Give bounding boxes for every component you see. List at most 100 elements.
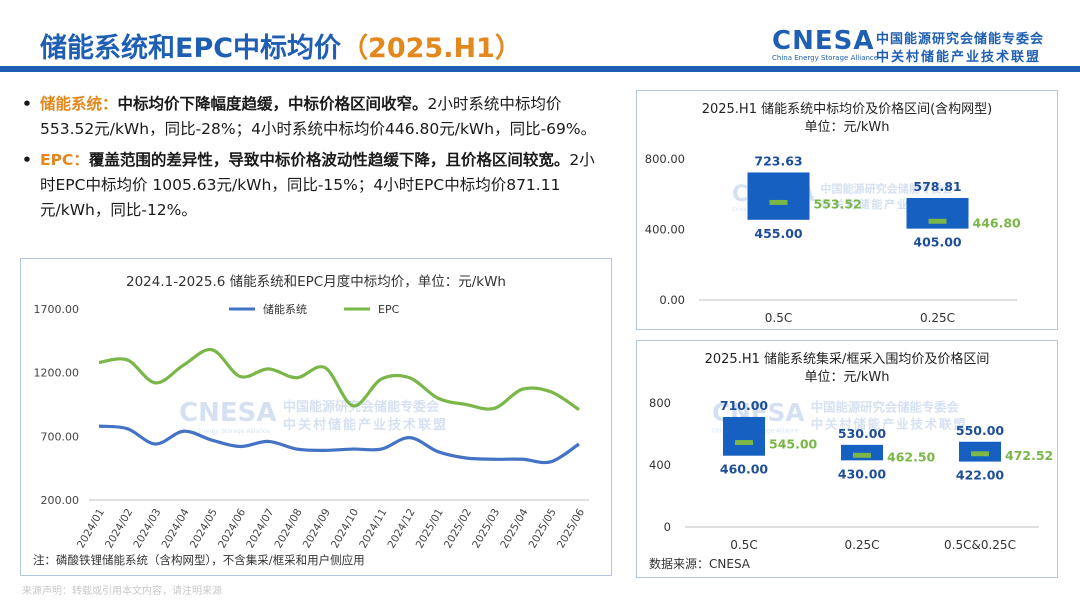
- watermark-chinese-line1: 中国能源研究会储能专委会: [811, 400, 960, 415]
- x-tick-label: 0.25C: [844, 538, 879, 552]
- range-bar-1: [906, 197, 969, 229]
- min-label-1: 405.00: [913, 235, 962, 250]
- x-tick-label: 2025/06: [555, 506, 587, 550]
- chart-subtitle: 单位：元/kWh: [804, 370, 889, 385]
- x-tick-label: 2024/03: [131, 507, 163, 551]
- average-marker-1: [853, 452, 871, 458]
- x-tick-label: 2024/12: [385, 507, 417, 551]
- chart-subtitle: 单位：元/kWh: [804, 120, 889, 135]
- bullet-storage-system: • 储能系统：中标均价下降幅度趋缓，中标价格区间收窄。2小时系统中标均价 553…: [22, 92, 610, 142]
- x-tick-label: 0.25C: [920, 311, 955, 325]
- chart-note: 注：磷酸铁锂储能系统（含构网型），不含集采/框采和用户侧应用: [33, 553, 365, 567]
- x-tick-label: 2024/09: [301, 507, 333, 551]
- bullet-epc: • EPC：覆盖范围的差异性，导致中标价格波动性趋缓下降，且价格区间较宽。2小时…: [22, 148, 610, 223]
- max-label-2: 550.00: [956, 423, 1005, 438]
- x-tick-label: 2024/01: [75, 507, 107, 551]
- max-label-0: 710.00: [720, 398, 769, 413]
- bullet-heading: 储能系统：: [40, 95, 118, 113]
- title-period: （2025.H1）: [341, 33, 522, 64]
- x-tick-label: 0.5C: [730, 538, 757, 552]
- y-tick-label: 1700.00: [34, 303, 80, 316]
- chart-title: 2025.H1 储能系统中标均价及价格区间(含构网型): [702, 101, 993, 117]
- title-main: 储能系统和EPC中标均价: [40, 33, 342, 64]
- legend-label-1: EPC: [378, 303, 400, 316]
- average-marker-0: [735, 440, 753, 446]
- y-tick-label: 800: [649, 396, 671, 410]
- x-tick-label: 2025/02: [442, 507, 474, 551]
- max-label-1: 530.00: [838, 426, 887, 441]
- series-line-0: [98, 424, 580, 465]
- y-tick-label: 400.00: [645, 223, 685, 237]
- x-tick-label: 0.5C&0.25C: [944, 538, 1016, 552]
- x-tick-label: 2024/02: [103, 507, 135, 551]
- series-line-1: [98, 348, 580, 411]
- monthly-price-line-chart: 2024.1-2025.6 储能系统和EPC月度中标均价，单位：元/kWh 储能系…: [33, 274, 589, 567]
- bullet-text: 2小时系统中标均价 553.52元/kWh，同比-28%；4小时系统中标均价44…: [40, 95, 597, 138]
- watermark-chinese-line1: 中国能源研究会储能专委会: [283, 399, 440, 415]
- cnesa-logo: CNESA China Energy Storage Alliance 中国能源…: [772, 26, 1072, 66]
- x-tick-label: 2024/08: [272, 507, 304, 551]
- avg-label-0: 553.52: [814, 196, 862, 211]
- bullet-dot: •: [22, 151, 32, 169]
- avg-label-2: 472.52: [1005, 448, 1053, 463]
- min-label-0: 455.00: [754, 226, 803, 241]
- bullet-bold-text: 中标均价下降幅度趋缓，中标价格区间收窄。: [117, 95, 428, 113]
- monthly-price-chart-panel: 2024.1-2025.6 储能系统和EPC月度中标均价，单位：元/kWh 储能系…: [20, 258, 612, 576]
- avg-label-1: 446.80: [973, 215, 1022, 230]
- bullet-dot: •: [22, 95, 32, 113]
- header-divider: [0, 66, 1080, 72]
- summary-bullets: • 储能系统：中标均价下降幅度趋缓，中标价格区间收窄。2小时系统中标均价 553…: [22, 92, 610, 229]
- max-label-0: 723.63: [754, 153, 802, 168]
- y-tick-label: 1200.00: [34, 367, 80, 380]
- x-tick-label: 2024/10: [329, 507, 361, 551]
- y-tick-label: 400: [649, 458, 671, 472]
- watermark-main: CNESA: [179, 398, 276, 428]
- data-source: 数据来源：CNESA: [649, 556, 751, 571]
- bullet-heading: EPC：: [40, 151, 89, 169]
- y-tick-label: 800.00: [645, 152, 685, 166]
- y-tick-label: 0: [664, 520, 671, 534]
- y-tick-label: 700.00: [41, 430, 80, 443]
- min-label-0: 460.00: [720, 462, 769, 477]
- y-tick-label: 200.00: [41, 494, 80, 507]
- watermark-chinese-line2: 中关村储能产业技术联盟: [811, 417, 968, 432]
- logo-main: CNESA: [772, 26, 875, 56]
- range-bar-1: [841, 444, 883, 461]
- range-bar-0: [723, 416, 765, 456]
- x-tick-label: 2025/03: [470, 507, 502, 551]
- min-label-2: 422.00: [956, 468, 1005, 483]
- min-label-1: 430.00: [838, 466, 887, 481]
- avg-label-0: 545.00: [769, 437, 818, 452]
- x-tick-label: 2025/05: [527, 507, 559, 551]
- procurement-price-range-panel: 2025.H1 储能系统集采/框采入围均价及价格区间 单位：元/kWh 800 400…: [636, 340, 1058, 578]
- logo-chinese-line1: 中国能源研究会储能专委会: [876, 32, 1045, 47]
- chart-title: 2024.1-2025.6 储能系统和EPC月度中标均价，单位：元/kWh: [126, 274, 506, 290]
- range-bar-0: [747, 172, 810, 220]
- average-marker-0: [769, 199, 788, 205]
- chart-title: 2025.H1 储能系统集采/框采入围均价及价格区间: [705, 351, 990, 367]
- x-tick-label: 2025/01: [414, 507, 446, 551]
- watermark-chinese-line1: 中国能源研究会储能专委会: [820, 182, 954, 196]
- source-statement: 来源声明：转载或引用本文内容，请注明来源: [22, 586, 222, 597]
- average-marker-1: [928, 218, 947, 224]
- avg-label-1: 462.50: [887, 449, 936, 464]
- y-tick-label: 0.00: [659, 293, 685, 307]
- system-price-range-panel: 2025.H1 储能系统中标均价及价格区间(含构网型) 单位：元/kWh 800.0…: [636, 90, 1058, 330]
- x-tick-label: 2024/05: [188, 507, 220, 551]
- x-tick-label: 0.5C: [765, 311, 792, 325]
- system-price-range-chart: 2025.H1 储能系统中标均价及价格区间(含构网型) 单位：元/kWh 800.0…: [645, 101, 1022, 325]
- x-tick-label: 2024/11: [357, 507, 389, 551]
- logo-chinese-line2: 中关村储能产业技术联盟: [876, 50, 1042, 65]
- bullet-text: 2小时EPC中标均价 1005.63元/kWh，同比-15%；4小时EPC中标均…: [40, 151, 595, 219]
- max-label-1: 578.81: [913, 179, 961, 194]
- average-marker-2: [971, 451, 989, 457]
- page-title: 储能系统和EPC中标均价（2025.H1）: [40, 26, 522, 65]
- legend-label-0: 储能系统: [263, 302, 307, 316]
- x-tick-label: 2024/07: [244, 507, 276, 551]
- watermark-english: China Energy Storage Alliance: [179, 428, 270, 435]
- watermark-chinese-line2: 中关村储能产业技术联盟: [283, 417, 448, 433]
- bullet-bold-text: 覆盖范围的差异性，导致中标价格波动性趋缓下降，且价格区间较宽。: [88, 151, 570, 169]
- logo-english: China Energy Storage Alliance: [772, 54, 879, 62]
